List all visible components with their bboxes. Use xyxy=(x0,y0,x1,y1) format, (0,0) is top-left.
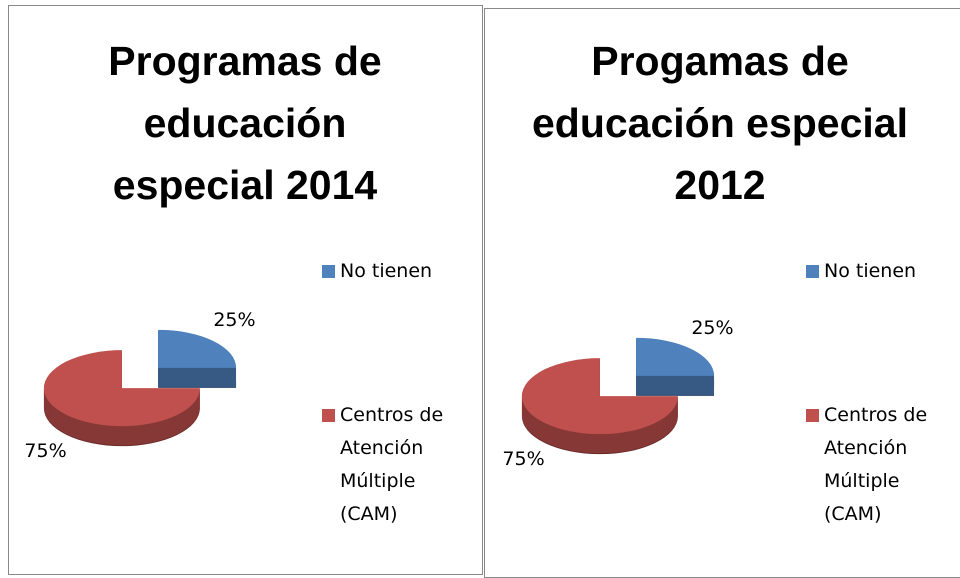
legend-label: No tienen xyxy=(340,260,433,282)
pie-slice xyxy=(43,350,200,427)
data-label: 25% xyxy=(691,317,733,339)
legend-label: Centros de Atención Múltiple (CAM) xyxy=(340,404,444,525)
data-label: 75% xyxy=(24,440,66,462)
legend-label: Centros de Atención Múltiple (CAM) xyxy=(824,404,928,525)
legend-swatch xyxy=(322,409,335,422)
chart-panel xyxy=(484,8,960,578)
legend-swatch xyxy=(806,265,819,278)
chart-panel xyxy=(8,5,483,575)
legend-label: No tienen xyxy=(824,260,917,282)
legend-swatch xyxy=(806,409,819,422)
pie-slice xyxy=(158,329,237,368)
pie-slice xyxy=(521,358,678,435)
data-label: 75% xyxy=(502,448,544,470)
data-label: 25% xyxy=(213,309,255,331)
pie-slice xyxy=(636,337,715,376)
chart-title: Programas de educación especial 2014 xyxy=(108,38,382,208)
legend-swatch xyxy=(322,265,335,278)
chart-title: Progamas de educación especial 2012 xyxy=(531,38,908,208)
